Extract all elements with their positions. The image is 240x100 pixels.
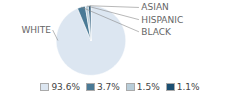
svg-text:WHITE: WHITE [21, 25, 51, 35]
html-text:1.1%: 1.1% [176, 82, 200, 92]
svg-text:HISPANIC: HISPANIC [141, 15, 183, 25]
html-text:3.7%: 3.7% [97, 82, 120, 92]
svg-text:ASIAN: ASIAN [141, 2, 168, 12]
html-text:93.6%: 93.6% [51, 82, 80, 92]
html-text:1.5%: 1.5% [136, 82, 160, 92]
svg-text:BLACK: BLACK [141, 27, 172, 37]
